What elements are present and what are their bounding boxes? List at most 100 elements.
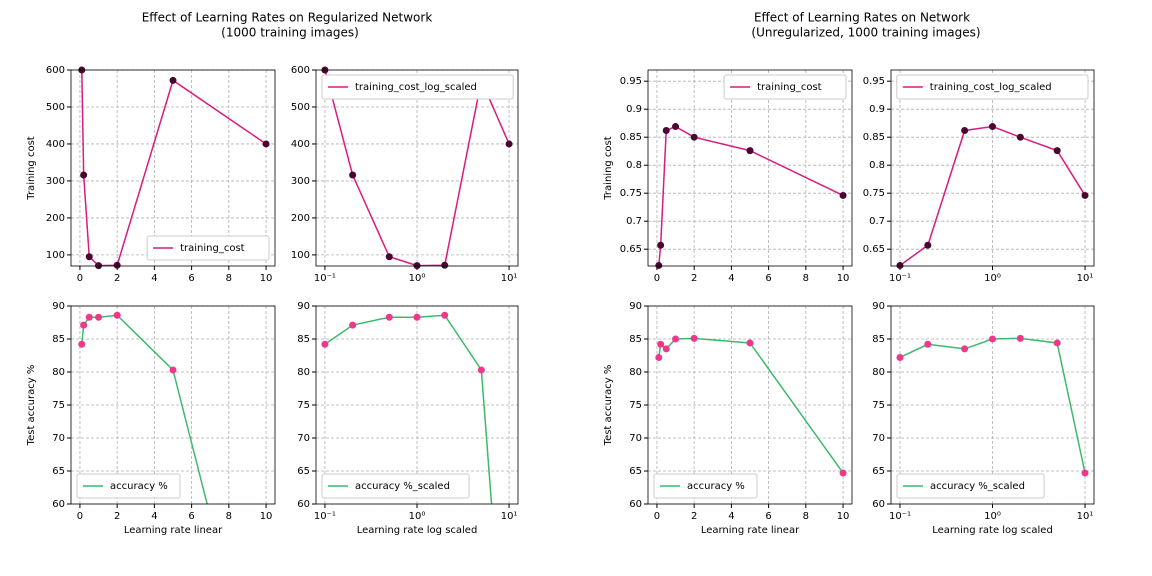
- x-tick-label: 8: [226, 511, 232, 522]
- y-tick-label: 90: [629, 301, 642, 312]
- x-axis-label: Learning rate log scaled: [932, 525, 1053, 536]
- legend: accuracy %: [76, 473, 181, 499]
- point: [1016, 334, 1024, 342]
- y-tick-label: 0.9: [626, 104, 642, 115]
- point: [413, 313, 421, 321]
- y-tick-label: 0.75: [620, 188, 642, 199]
- x-tick-label: 10⁻¹: [314, 273, 336, 284]
- point: [113, 261, 121, 269]
- point: [1081, 191, 1089, 199]
- legend-label: training_cost: [757, 82, 822, 93]
- point: [1053, 147, 1061, 155]
- point: [169, 76, 177, 84]
- legend-box: [146, 235, 270, 261]
- point: [505, 140, 513, 148]
- y-tick-label: 70: [872, 433, 885, 444]
- y-tick-label: 75: [872, 400, 885, 411]
- x-tick-label: 8: [803, 273, 809, 284]
- point: [441, 311, 449, 319]
- point: [961, 345, 969, 353]
- x-tick-label: 0: [654, 273, 660, 284]
- y-tick-label: 65: [52, 466, 65, 477]
- point: [441, 261, 449, 269]
- y-tick-label: 75: [297, 400, 310, 411]
- y-tick-label: 60: [297, 499, 310, 510]
- y-tick-label: 70: [297, 433, 310, 444]
- x-tick-label: 10¹: [501, 511, 518, 522]
- y-axis-label: Training cost: [26, 136, 37, 200]
- point: [989, 335, 996, 343]
- point: [657, 241, 665, 249]
- subplot: 0 2 4 6 8 10 60 65 70 75 80 85 90 Test accuracy % Lear…: [603, 301, 853, 536]
- subplot: 0 2 4 6 8 10 100 200 300 400 500 600 Training cost tr…: [26, 65, 276, 284]
- point: [662, 126, 670, 134]
- legend-label: accuracy %: [687, 481, 745, 492]
- plot-frame: [70, 305, 276, 505]
- y-tick-label: 0.65: [863, 244, 885, 255]
- y-tick-label: 400: [291, 139, 310, 150]
- y-tick-label: 80: [629, 367, 642, 378]
- y-tick-label: 400: [46, 139, 65, 150]
- x-tick-label: 0: [77, 273, 83, 284]
- point: [95, 313, 103, 321]
- point: [385, 253, 393, 261]
- x-tick-label: 10⁰: [984, 511, 1001, 522]
- point: [1081, 469, 1089, 477]
- y-tick-label: 300: [291, 176, 310, 187]
- y-tick-label: 90: [872, 301, 885, 312]
- legend-box: [896, 473, 1045, 499]
- x-tick-label: 4: [728, 273, 734, 284]
- y-tick-label: 200: [291, 213, 310, 224]
- legend-box: [321, 473, 470, 499]
- y-tick-label: 0.8: [869, 160, 885, 171]
- plot-frame: [315, 305, 519, 505]
- x-tick-label: 0: [77, 511, 83, 522]
- point: [746, 147, 754, 155]
- y-tick-label: 65: [872, 466, 885, 477]
- plot-frame: [647, 69, 853, 267]
- y-tick-label: 80: [297, 367, 310, 378]
- y-tick-label: 0.95: [620, 76, 642, 87]
- x-tick-label: 4: [151, 273, 157, 284]
- legend-box: [896, 74, 1089, 100]
- legend-label: training_cost_log_scaled: [355, 82, 477, 93]
- point: [657, 340, 665, 348]
- x-tick-label: 2: [114, 511, 120, 522]
- y-tick-label: 85: [872, 334, 885, 345]
- y-tick-label: 75: [52, 400, 65, 411]
- point: [80, 321, 88, 329]
- y-tick-label: 100: [46, 250, 65, 261]
- plot-frame: [647, 305, 853, 505]
- y-tick-label: 75: [629, 400, 642, 411]
- legend-box: [723, 74, 847, 100]
- markers: [321, 311, 485, 374]
- x-tick-label: 10¹: [1077, 273, 1094, 284]
- y-tick-label: 0.85: [863, 132, 885, 143]
- legend-box: [321, 74, 514, 100]
- plot-frame: [70, 69, 276, 267]
- x-tick-label: 10: [260, 511, 273, 522]
- point: [746, 339, 754, 347]
- subplot: 0 2 4 6 8 10 60 65 70 75 80 85 90 Test accuracy % Lear…: [26, 301, 276, 536]
- legend-label: training_cost: [180, 243, 245, 254]
- point: [477, 366, 485, 374]
- point: [321, 340, 329, 348]
- x-tick-label: 2: [691, 511, 697, 522]
- point: [672, 335, 680, 343]
- point: [896, 261, 904, 269]
- x-axis-label: Learning rate linear: [124, 525, 223, 536]
- y-tick-label: 600: [46, 65, 65, 76]
- series-line: [81, 314, 208, 504]
- point: [839, 469, 847, 477]
- y-axis-label: Test accuracy %: [603, 365, 614, 447]
- subplot: 10⁻¹ 10⁰ 10¹ 0.65 0.7 0.75 0.8 0.85 0.9 0.95 train…: [863, 69, 1095, 284]
- x-tick-label: 10⁻¹: [889, 511, 911, 522]
- x-tick-label: 10⁻¹: [889, 273, 911, 284]
- x-tick-label: 10⁰: [409, 511, 426, 522]
- y-tick-label: 100: [291, 250, 310, 261]
- x-tick-label: 6: [188, 511, 194, 522]
- point: [672, 123, 680, 131]
- legend-label: accuracy %_scaled: [930, 481, 1025, 492]
- x-tick-label: 10⁰: [984, 273, 1001, 284]
